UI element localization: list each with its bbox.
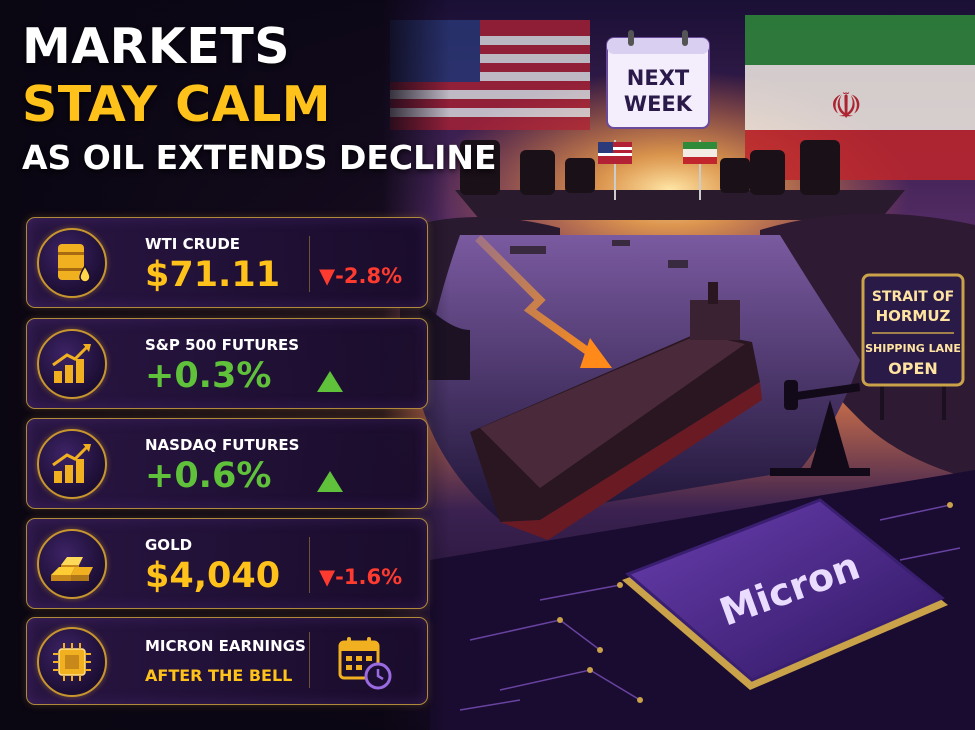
negotiation-table — [455, 140, 905, 220]
oil-barrel-icon — [37, 228, 107, 298]
sp500-futures-label: S&P 500 FUTURES — [145, 336, 300, 354]
headline-line-2: STAY CALM — [22, 76, 332, 133]
bar-chart-up-icon — [37, 429, 107, 499]
oil-tanker — [470, 282, 762, 540]
iran-flag: ☫ — [745, 15, 975, 180]
gold-label: GOLD — [145, 536, 193, 554]
wti-crude-label: WTI CRUDE — [145, 235, 241, 253]
wti-crude-change: ▼-2.8% — [319, 264, 403, 288]
card-micron-earnings: MICRON EARNINGS AFTER THE BELL — [26, 617, 428, 705]
nasdaq-futures-value: +0.6% — [145, 456, 272, 496]
svg-text:NEXT: NEXT — [627, 66, 690, 90]
gold-change: ▼-1.6% — [319, 565, 403, 589]
svg-text:HORMUZ: HORMUZ — [876, 307, 951, 325]
card-nasdaq-futures: NASDAQ FUTURES +0.6% — [26, 418, 428, 509]
card-wti-crude: WTI CRUDE $71.11 ▼-2.8% — [26, 217, 428, 308]
card-divider — [309, 236, 310, 292]
micron-earnings-sublabel: AFTER THE BELL — [145, 666, 293, 685]
svg-text:☫: ☫ — [830, 86, 862, 127]
micron-earnings-label: MICRON EARNINGS — [145, 637, 306, 655]
nasdaq-futures-label: NASDAQ FUTURES — [145, 436, 300, 454]
strait-of-hormuz-sign: STRAIT OF HORMUZ SHIPPING LANE OPEN — [861, 273, 965, 420]
svg-text:STRAIT OF: STRAIT OF — [872, 289, 954, 305]
headline: MARKETS STAY CALM AS OIL EXTENDS DECLINE — [22, 22, 497, 174]
pump-jack-silhouette — [770, 380, 870, 476]
headline-line-1: MARKETS — [22, 18, 291, 75]
micron-chip: Micron — [622, 498, 948, 690]
wti-crude-value: $71.11 — [145, 255, 281, 295]
headline-line-3: AS OIL EXTENDS DECLINE — [22, 138, 497, 177]
decline-arrow — [475, 235, 603, 364]
svg-text:OPEN: OPEN — [888, 359, 938, 378]
gold-value: $4,040 — [145, 556, 281, 596]
card-divider — [309, 632, 310, 688]
calendar-clock-icon — [338, 637, 392, 690]
svg-text:WEEK: WEEK — [624, 92, 693, 116]
next-week-calendar: NEXT WEEK — [606, 30, 710, 129]
card-gold: GOLD $4,040 ▼-1.6% — [26, 518, 428, 609]
chip-icon — [37, 627, 107, 697]
bar-chart-up-icon — [37, 329, 107, 399]
up-arrow-icon — [317, 371, 343, 392]
card-sp500-futures: S&P 500 FUTURES +0.3% — [26, 318, 428, 409]
sp500-futures-value: +0.3% — [145, 356, 272, 396]
up-arrow-icon — [317, 471, 343, 492]
card-divider — [309, 537, 310, 593]
svg-text:SHIPPING LANE: SHIPPING LANE — [865, 342, 961, 355]
gold-bars-icon — [37, 529, 107, 599]
